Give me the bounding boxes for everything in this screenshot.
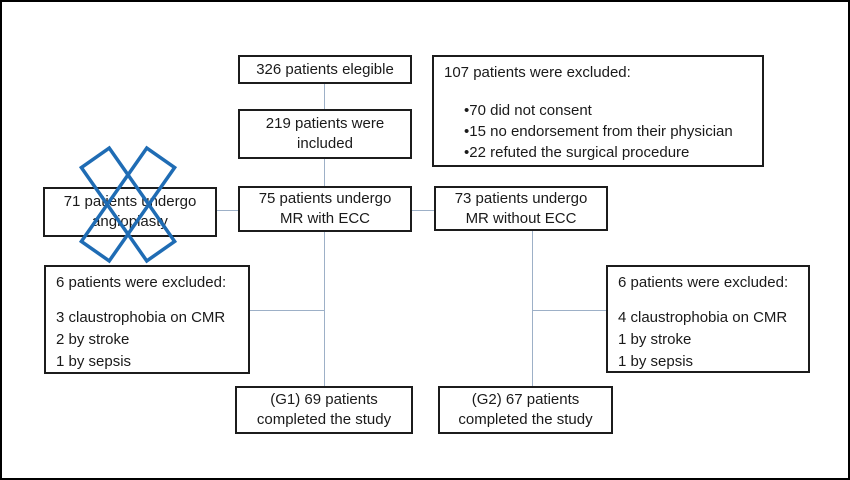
connector-excluded-right bbox=[532, 310, 607, 311]
box-excluded-left-header: 6 patients were excluded: bbox=[56, 274, 227, 291]
excluded-left-item: 2 by stroke bbox=[56, 331, 130, 348]
box-g1-completed-label: (G1) 69 patients completed the study bbox=[256, 391, 392, 428]
box-excluded-left: 6 patients were excluded: 3 claustrophob… bbox=[44, 265, 250, 374]
box-included: 219 patients were included bbox=[238, 109, 412, 159]
box-excluded-top: 107 patients were excluded: •70 did not … bbox=[432, 55, 764, 167]
box-g1-completed: (G1) 69 patients completed the study bbox=[235, 386, 413, 434]
excluded-right-item: 1 by stroke bbox=[618, 331, 692, 348]
connector-included-mr-with-ecc bbox=[324, 158, 325, 187]
box-mr-with-ecc: 75 patients undergo MR with ECC bbox=[238, 186, 412, 232]
box-excluded-top-items: •70 did not consent •15 no endorsement f… bbox=[444, 100, 752, 163]
box-eligible-label: 326 patients elegible bbox=[256, 60, 394, 78]
box-mr-without-ecc: 73 patients undergo MR without ECC bbox=[434, 186, 608, 231]
excluded-top-item: •22 refuted the surgical procedure bbox=[464, 144, 690, 161]
box-excluded-right-items: 4 claustrophobia on CMR 1 by stroke 1 by… bbox=[618, 307, 798, 373]
connector-angioplasty-mr-with-ecc bbox=[216, 210, 239, 211]
connector-mr-with-mr-without bbox=[411, 210, 435, 211]
box-excluded-top-header: 107 patients were excluded: bbox=[444, 64, 631, 81]
excluded-left-item: 1 by sepsis bbox=[56, 353, 132, 370]
box-g2-completed-label: (G2) 67 patients completed the study bbox=[458, 391, 593, 428]
excluded-right-item: 1 by sepsis bbox=[618, 353, 694, 370]
excluded-top-item: •15 no endorsement from their physician bbox=[464, 123, 733, 140]
box-angioplasty: 71 patients undergo angioplasty bbox=[43, 187, 217, 237]
excluded-left-item: 3 claustrophobia on CMR bbox=[56, 309, 226, 326]
box-g2-completed: (G2) 67 patients completed the study bbox=[438, 386, 613, 434]
box-excluded-right-header: 6 patients were excluded: bbox=[618, 274, 789, 291]
box-mr-without-ecc-label: 73 patients undergo MR without ECC bbox=[454, 189, 588, 227]
box-eligible: 326 patients elegible bbox=[238, 55, 412, 84]
box-included-label: 219 patients were included bbox=[265, 115, 385, 152]
box-angioplasty-label: 71 patients undergo angioplasty bbox=[63, 193, 197, 230]
connector-eligible-included bbox=[324, 83, 325, 110]
box-mr-with-ecc-label: 75 patients undergo MR with ECC bbox=[258, 190, 392, 227]
box-excluded-right: 6 patients were excluded: 4 claustrophob… bbox=[606, 265, 810, 373]
connector-mr-without-ecc-g2 bbox=[532, 230, 533, 387]
box-excluded-left-items: 3 claustrophobia on CMR 2 by stroke 1 by… bbox=[56, 307, 238, 373]
excluded-right-item: 4 claustrophobia on CMR bbox=[618, 309, 788, 326]
excluded-top-item: •70 did not consent bbox=[464, 102, 592, 119]
connector-mr-with-ecc-g1 bbox=[324, 231, 325, 387]
connector-excluded-left bbox=[249, 310, 325, 311]
